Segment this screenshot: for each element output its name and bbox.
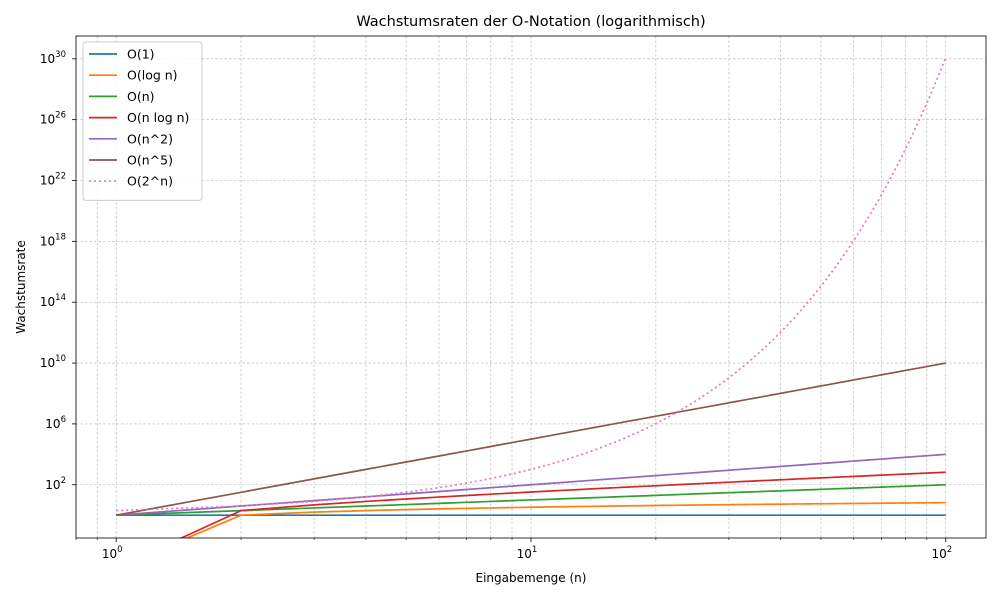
series-line-2-n: [116, 56, 947, 512]
legend-label: O(n^5): [127, 153, 173, 168]
series-line-n-2: [116, 453, 946, 517]
series-line-n: [116, 483, 946, 517]
series-line-n-5: [116, 362, 946, 517]
legend-label: O(n^2): [127, 131, 173, 146]
legend-label: O(n): [127, 89, 155, 104]
legend-label: O(2^n): [127, 174, 173, 189]
x-axis-label: Eingabemenge (n): [476, 571, 587, 585]
series-layer: [116, 56, 947, 538]
legend-label: O(log n): [127, 68, 178, 83]
y-axis-label: Wachstumsrate: [14, 240, 28, 334]
legend: O(1) O(log n) O(n) O(n log n) O(n^2) O(n^5) O(…: [82, 41, 203, 201]
series-line-n-log-n: [179, 471, 946, 538]
legend-label: O(1): [127, 47, 155, 62]
legend-label: O(n log n): [127, 110, 189, 125]
series-line-log-n: [184, 501, 946, 538]
chart-title: Wachstumsraten der O-Notation (logarithm…: [356, 14, 705, 30]
